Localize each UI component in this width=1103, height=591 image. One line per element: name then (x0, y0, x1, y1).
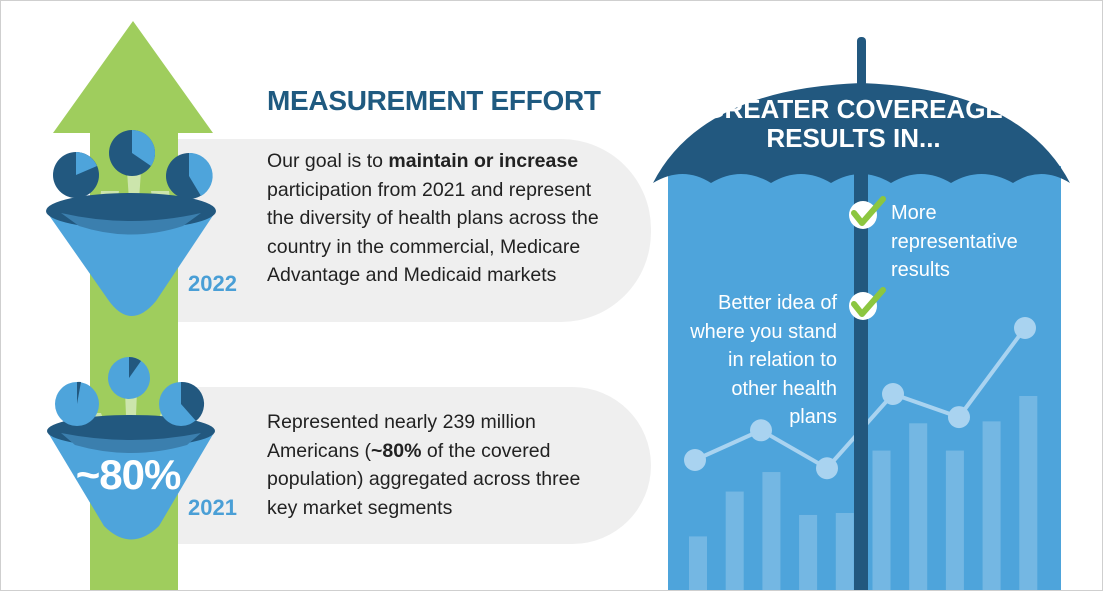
year-label-2021: 2021 (188, 495, 237, 520)
decor-bar (762, 472, 781, 590)
umbrella-shaft (854, 166, 868, 590)
decor-trend-point (1014, 317, 1036, 339)
decor-trend-point (882, 383, 904, 405)
pie-icon (55, 381, 99, 426)
pie-icon (159, 381, 205, 426)
decor-trend-point (948, 406, 970, 429)
funnel-2021-icon (47, 357, 215, 540)
pie-icon (166, 152, 213, 199)
benefit-representative-results: More representative results (891, 202, 1018, 281)
decor-bar (872, 450, 891, 590)
decorative-bar-chart (689, 396, 1038, 590)
result-text-2021: Represented nearly 239 million Americans… (267, 411, 581, 519)
decor-bar (909, 423, 928, 590)
decor-bar (945, 450, 964, 590)
panel-2022 (151, 139, 651, 322)
umbrella-title: GREATER COVEREAGE RESULTS IN... (704, 94, 1003, 153)
check-icon (849, 287, 886, 320)
page-title: MEASUREMENT EFFORT (267, 85, 601, 116)
decor-bar (982, 421, 1001, 590)
benefit-better-idea: Better idea of where you stand in relati… (690, 292, 837, 428)
umbrella-illustration (653, 37, 1070, 590)
pie-icon (53, 152, 99, 198)
funnel-2022-icon (46, 129, 216, 316)
umbrella-canopy (653, 83, 1070, 183)
panel-2021 (151, 387, 651, 544)
check-icon (849, 196, 886, 229)
decor-bar (835, 513, 854, 590)
pie-icon (108, 357, 150, 399)
year-label-2022: 2022 (188, 271, 237, 296)
decor-bar (799, 514, 818, 590)
goal-text-2022: Our goal is to maintain or increase part… (267, 150, 599, 286)
decor-bar (689, 536, 707, 590)
decor-bar (725, 491, 744, 590)
decor-bar (1019, 396, 1038, 590)
decor-trend-point (816, 457, 838, 480)
coverage-percent: ~80% (75, 451, 182, 498)
decor-trend-point (750, 419, 772, 442)
pie-icon (109, 129, 156, 176)
decor-trend-point (684, 449, 706, 471)
